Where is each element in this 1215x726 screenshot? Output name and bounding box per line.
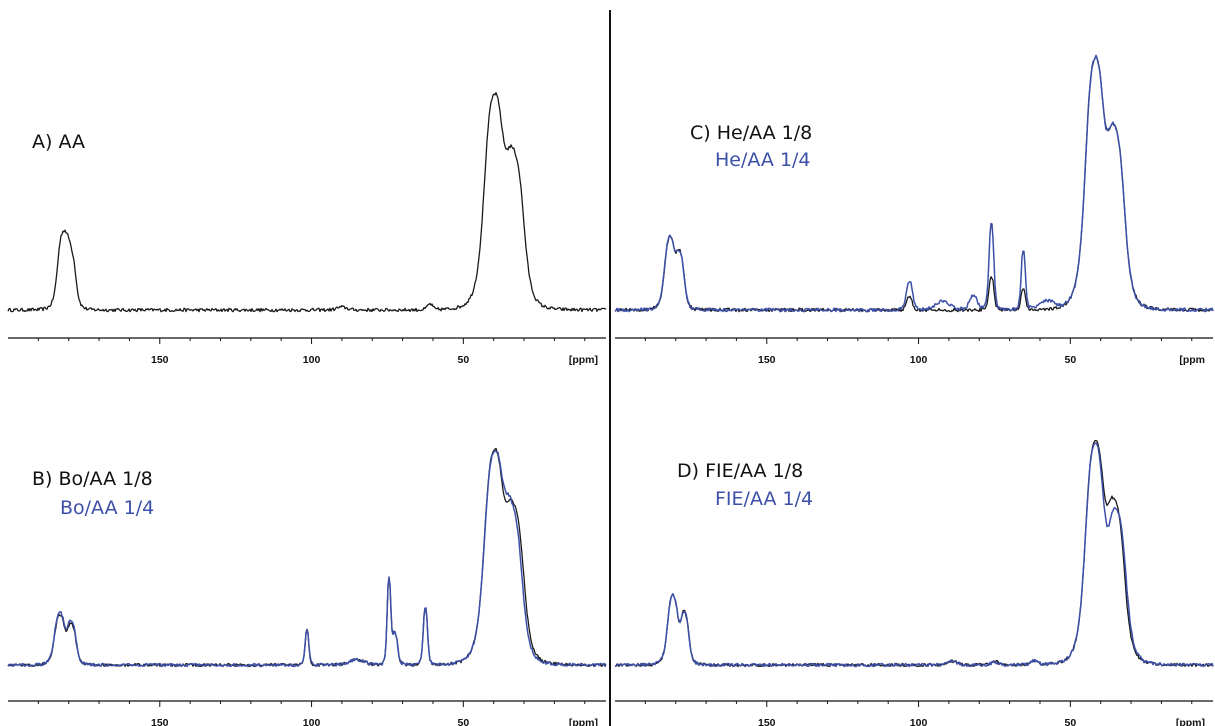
panel-d-label-black: D) FIE/AA 1/8 — [677, 460, 804, 482]
spectrum-plot-a: 150 100 50 [ppm] — [7, 92, 607, 366]
x-axis-unit-label: [ppm — [1179, 354, 1205, 366]
x-tick-label: 150 — [758, 354, 776, 366]
panel-b: 150 100 50 [ppm] — [7, 363, 608, 726]
x-tick-label: 50 — [457, 354, 469, 366]
spectrum-plot-c: 150 100 50 [ppm — [614, 54, 1214, 366]
panel-divider — [609, 10, 611, 726]
x-tick-label: 100 — [303, 717, 321, 726]
spectrum-plot-b: 150 100 50 [ppm] — [7, 447, 607, 726]
panel-c: 150 100 50 [ppm — [614, 0, 1215, 366]
x-tick-label: 100 — [303, 354, 321, 366]
x-axis-unit-label: [ppm] — [569, 717, 598, 726]
spectrum-line-black — [7, 92, 607, 313]
panel-b-label-black: B) Bo/AA 1/8 — [32, 468, 153, 490]
panel-d-label-blue: FIE/AA 1/4 — [715, 488, 814, 510]
spectrum-plot-d: 150 100 50 [ppm] — [614, 440, 1214, 726]
panel-d: 150 100 50 [ppm] — [614, 363, 1215, 726]
panel-c-label-black: C) He/AA 1/8 — [690, 122, 813, 144]
spectrum-line-blue — [614, 54, 1214, 313]
x-axis-unit-label: [ppm] — [1176, 717, 1205, 726]
x-tick-label: 150 — [151, 354, 169, 366]
x-tick-label: 100 — [910, 354, 928, 366]
x-axis-unit-label: [ppm] — [569, 354, 598, 366]
spectrum-line-blue — [7, 450, 607, 668]
panel-a: 150 100 50 [ppm] — [7, 0, 608, 366]
x-tick-label: 50 — [1064, 717, 1076, 726]
x-tick-label: 150 — [151, 717, 169, 726]
panel-b-label-blue: Bo/AA 1/4 — [60, 497, 155, 519]
panel-a-label: A) AA — [32, 131, 85, 153]
x-tick-label: 50 — [457, 717, 469, 726]
panel-c-label-blue: He/AA 1/4 — [715, 149, 811, 171]
x-tick-label: 150 — [758, 717, 776, 726]
x-tick-label: 100 — [910, 717, 928, 726]
x-tick-label: 50 — [1064, 354, 1076, 366]
spectrum-line-blue — [614, 442, 1214, 668]
